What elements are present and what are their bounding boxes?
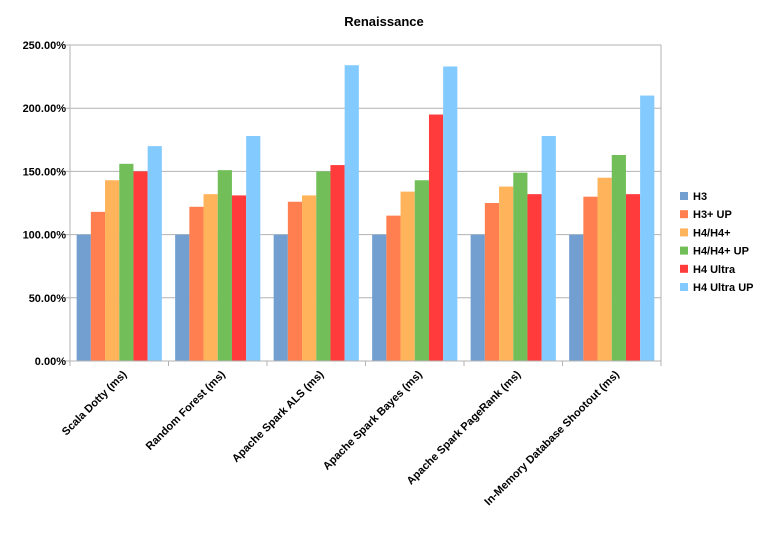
bar-h4-h4--1 — [203, 194, 218, 361]
bar-h4-h4-up-0 — [119, 163, 134, 361]
bars — [76, 65, 655, 362]
x-axis-labels: Scala Dotty (ms) Random Forest (ms) Apache… — [60, 368, 622, 508]
x-category-label: Scala Dotty (ms) — [60, 368, 130, 438]
bar-h4-ultra-up-1 — [246, 136, 261, 361]
bar-h4-ultra-up-3 — [443, 66, 458, 361]
bar-h4-ultra-up-0 — [147, 146, 162, 361]
y-tick-label: 100.00% — [23, 230, 67, 242]
legend-swatch-h4-h4-up — [680, 246, 688, 255]
bar-h3-up-4 — [484, 203, 500, 361]
bar-h4-ultra-3 — [428, 114, 444, 362]
bar-h4-ultra-up-2 — [344, 65, 359, 361]
legend-label[interactable]: H4/H4+ — [693, 227, 731, 239]
legend-swatch-h3 — [680, 192, 688, 200]
bar-h4-ultra-1 — [231, 195, 247, 361]
bar-h3-up-0 — [90, 211, 106, 361]
bar-h3-up-1 — [189, 206, 204, 361]
bar-h4-h4--4 — [499, 186, 514, 361]
legend-swatch-h3-up — [680, 210, 688, 219]
legend-swatch-h4-h4- — [680, 228, 688, 237]
legend-label[interactable]: H3 — [693, 191, 707, 203]
bar-h4-h4--5 — [597, 177, 612, 361]
bar-h3-up-5 — [583, 196, 598, 361]
y-tick-label: 50.00% — [29, 293, 67, 305]
x-category-label: Random Forest (ms) — [144, 368, 228, 452]
y-tick-label: 150.00% — [23, 166, 67, 178]
legend-swatch-h4-ultra-up — [680, 283, 688, 291]
chart-title: Renaissance — [344, 14, 424, 29]
bar-h4-h4-up-2 — [316, 171, 331, 361]
bar-h4-h4--0 — [105, 180, 120, 361]
y-tick-label: 200.00% — [23, 103, 67, 115]
bar-h4-ultra-4 — [527, 194, 542, 361]
bar-h3-0 — [76, 234, 91, 361]
bar-h4-ultra-up-5 — [640, 95, 655, 361]
legend-label[interactable]: H3+ UP — [693, 209, 732, 221]
y-axis-ticks: 0.00% 50.00% 100.00% 150.00% 200.00% 250.00% — [23, 40, 70, 368]
bar-h3-1 — [175, 234, 190, 361]
bar-h4-h4-up-1 — [217, 170, 232, 361]
bar-h4-h4-up-5 — [611, 154, 626, 361]
bar-h4-ultra-2 — [330, 165, 345, 361]
bar-h4-h4-up-3 — [414, 180, 429, 361]
bar-h3-2 — [273, 234, 288, 361]
legend-label[interactable]: H4 Ultra UP — [693, 282, 754, 294]
legend[interactable]: H3 H3+ UP H4/H4+ H4/H4+ UP H4 Ultra H4 Ultra … — [680, 191, 754, 294]
x-category-label: Apache Spark ALS (ms) — [230, 368, 327, 465]
bar-h4-h4-up-4 — [513, 172, 528, 361]
bar-h4-h4--3 — [400, 191, 415, 361]
x-category-label: Apache Spark Bayes (ms) — [321, 368, 425, 472]
bar-h3-3 — [372, 234, 387, 361]
bar-h4-h4--2 — [302, 195, 317, 361]
axes — [69, 45, 662, 366]
legend-label[interactable]: H4 Ultra — [693, 264, 736, 276]
y-tick-label: 0.00% — [35, 356, 66, 368]
x-category-label: Apache Spark PageRank (ms) — [405, 368, 524, 487]
bar-h4-ultra-0 — [133, 171, 148, 361]
y-tick-label: 250.00% — [23, 40, 67, 52]
bar-h3-4 — [470, 234, 485, 361]
bar-h4-ultra-up-4 — [541, 136, 556, 361]
legend-label[interactable]: H4/H4+ UP — [693, 246, 749, 258]
bar-h4-ultra-5 — [625, 194, 641, 361]
bar-h3-up-3 — [386, 215, 401, 361]
bar-h3-up-2 — [287, 201, 303, 361]
legend-swatch-h4-ultra — [680, 264, 688, 273]
bar-h3-5 — [569, 234, 584, 361]
